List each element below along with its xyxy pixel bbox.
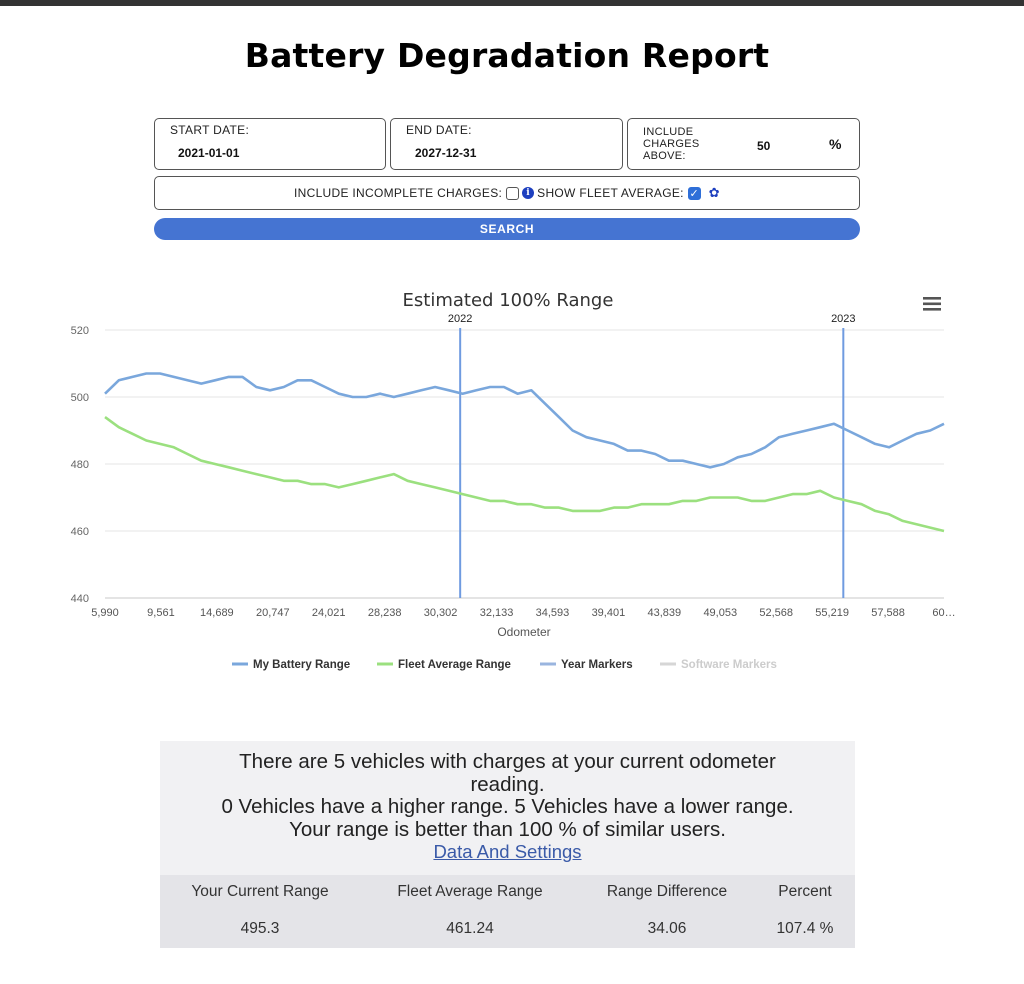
fleet-average-line bbox=[104, 416, 945, 533]
stats-summary: There are 5 vehicles with charges at you… bbox=[160, 750, 855, 864]
charges-above-label-2: CHARGES bbox=[643, 138, 700, 150]
stats-panel: There are 5 vehicles with charges at you… bbox=[160, 741, 855, 948]
y-tick-label: 480 bbox=[71, 459, 89, 471]
search-button[interactable]: SEARCH bbox=[154, 218, 860, 240]
x-tick-label: 57,588 bbox=[871, 607, 905, 619]
y-tick-label: 440 bbox=[71, 593, 89, 605]
value-current-range: 495.3 bbox=[240, 920, 280, 937]
x-tick-label: 9,561 bbox=[147, 607, 175, 619]
x-tick-label: 43,839 bbox=[648, 607, 682, 619]
incomplete-charges-label: INCLUDE INCOMPLETE CHARGES: bbox=[294, 186, 503, 200]
end-date-input[interactable]: 2027-12-31 bbox=[415, 146, 477, 160]
charges-above-label-1: INCLUDE bbox=[643, 126, 694, 138]
value-fleet-range: 461.24 bbox=[446, 920, 494, 937]
value-range-diff: 34.06 bbox=[647, 920, 687, 937]
stats-line-3: 0 Vehicles have a higher range. 5 Vehicl… bbox=[221, 795, 794, 818]
x-tick-label: 5,990 bbox=[91, 607, 119, 619]
stats-line-2: reading. bbox=[470, 772, 545, 796]
stats-table: Your Current Range Fleet Average Range R… bbox=[160, 875, 855, 948]
fleet-average-label: SHOW FLEET AVERAGE: bbox=[537, 186, 684, 200]
header-current-range: Your Current Range bbox=[191, 883, 329, 900]
header-percent: Percent bbox=[778, 883, 832, 900]
end-date-label: END DATE: bbox=[406, 123, 472, 137]
y-tick-label: 520 bbox=[71, 325, 89, 337]
gear-icon[interactable]: ✿ bbox=[708, 185, 720, 200]
x-tick-label: 24,021 bbox=[312, 607, 346, 619]
percent-unit: % bbox=[829, 136, 842, 152]
stats-line-4: Your range is better than 100 % of simil… bbox=[289, 817, 726, 841]
start-date-label: START DATE: bbox=[170, 123, 250, 137]
fleet-average-checkbox[interactable]: ✓ bbox=[687, 186, 701, 200]
start-date-field[interactable]: START DATE: 2021-01-01 bbox=[154, 118, 386, 170]
page-title: Battery Degradation Report bbox=[244, 36, 770, 75]
y-tick-label: 500 bbox=[71, 392, 89, 404]
x-tick-label: 32,133 bbox=[480, 607, 514, 619]
end-date-field[interactable]: END DATE: 2027-12-31 bbox=[390, 118, 623, 170]
year-marker-label: 2023 bbox=[831, 313, 855, 325]
legend-item[interactable]: My Battery Range bbox=[253, 659, 350, 671]
y-tick-label: 460 bbox=[71, 526, 89, 538]
data-settings-link[interactable]: Data And Settings bbox=[433, 841, 582, 862]
range-chart: Estimated 100% Range 2022 2023 520 500 480 4… bbox=[60, 284, 960, 684]
value-percent: 107.4 % bbox=[776, 920, 834, 937]
options-row: INCLUDE INCOMPLETE CHARGES: i SHOW FLEET… bbox=[154, 176, 860, 210]
start-date-input[interactable]: 2021-01-01 bbox=[178, 146, 240, 160]
x-tick-label: 28,238 bbox=[368, 607, 402, 619]
header-range-diff: Range Difference bbox=[606, 883, 728, 900]
header-fleet-range: Fleet Average Range bbox=[397, 883, 543, 900]
x-tick-label: 34,593 bbox=[536, 607, 570, 619]
legend-item[interactable]: Software Markers bbox=[681, 659, 777, 671]
year-marker-label: 2022 bbox=[448, 313, 472, 325]
x-tick-label: 55,219 bbox=[815, 607, 849, 619]
charges-above-input[interactable]: 50 bbox=[757, 139, 771, 153]
chart-title: Estimated 100% Range bbox=[403, 290, 614, 311]
chart-menu-icon[interactable] bbox=[923, 297, 941, 311]
incomplete-charges-checkbox[interactable] bbox=[506, 186, 520, 200]
legend-item[interactable]: Fleet Average Range bbox=[398, 659, 511, 671]
battery-range-line bbox=[104, 372, 945, 469]
x-tick-label: 30,302 bbox=[424, 607, 458, 619]
x-tick-label: 60… bbox=[932, 607, 955, 619]
x-tick-label: 52,568 bbox=[759, 607, 793, 619]
info-icon[interactable]: i bbox=[522, 187, 535, 199]
x-tick-label: 20,747 bbox=[256, 607, 290, 619]
charges-above-field[interactable]: INCLUDE CHARGES ABOVE: 50 % bbox=[627, 118, 860, 170]
stats-line-1: There are 5 vehicles with charges at you… bbox=[239, 750, 776, 773]
charges-above-label-3: ABOVE: bbox=[643, 150, 686, 162]
legend-item[interactable]: Year Markers bbox=[561, 659, 633, 671]
chart-svg: Estimated 100% Range 2022 2023 520 500 480 4… bbox=[71, 290, 956, 671]
x-tick-label: 14,689 bbox=[200, 607, 234, 619]
x-tick-label: 49,053 bbox=[703, 607, 737, 619]
x-tick-label: 39,401 bbox=[592, 607, 626, 619]
x-axis-label: Odometer bbox=[497, 625, 550, 639]
top-bar bbox=[0, 0, 1024, 6]
